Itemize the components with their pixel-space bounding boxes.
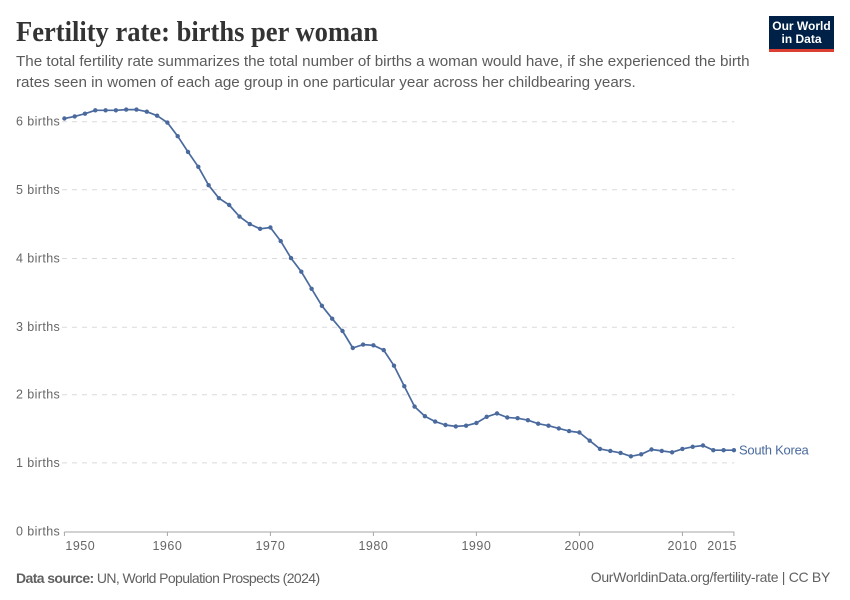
svg-text:6 births: 6 births [16, 115, 60, 129]
svg-text:1960: 1960 [152, 539, 182, 553]
svg-text:3 births: 3 births [16, 320, 60, 334]
svg-text:2000: 2000 [564, 539, 594, 553]
svg-text:0 births: 0 births [16, 524, 60, 538]
svg-text:5 births: 5 births [16, 183, 60, 197]
svg-text:2015: 2015 [707, 539, 737, 553]
svg-text:1950: 1950 [65, 539, 95, 553]
svg-text:2 births: 2 births [16, 388, 60, 402]
svg-text:4 births: 4 births [16, 252, 60, 266]
svg-text:1 births: 1 births [16, 456, 60, 470]
svg-text:1980: 1980 [358, 539, 388, 553]
svg-text:2010: 2010 [667, 539, 697, 553]
svg-text:South Korea: South Korea [739, 443, 810, 458]
svg-text:1970: 1970 [255, 539, 285, 553]
svg-text:1990: 1990 [461, 539, 491, 553]
